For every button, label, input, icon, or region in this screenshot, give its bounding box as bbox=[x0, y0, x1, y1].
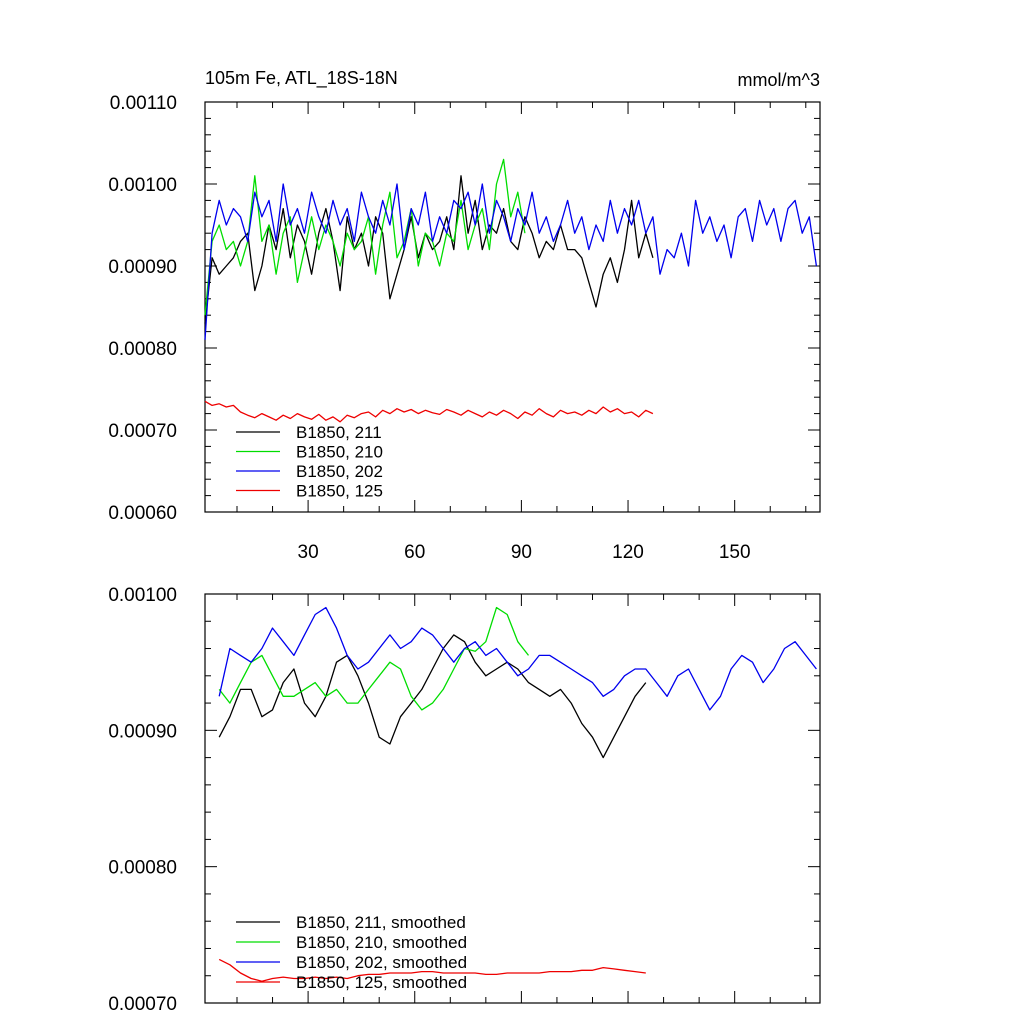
y-tick-label: 0.00070 bbox=[108, 994, 177, 1015]
series-line bbox=[204, 158, 526, 316]
legend-label: B1850, 125 bbox=[296, 482, 383, 501]
y-tick-label: 0.00080 bbox=[108, 339, 177, 360]
series-line bbox=[204, 400, 654, 423]
units-label: mmol/m^3 bbox=[738, 70, 820, 90]
y-tick-label: 0.00100 bbox=[108, 175, 177, 196]
legend-label: B1850, 210 bbox=[296, 443, 383, 462]
y-tick-label: 0.00070 bbox=[108, 421, 177, 442]
legend-label: B1850, 211 bbox=[296, 423, 382, 442]
legend-label: B1850, 202, smoothed bbox=[296, 953, 467, 972]
plot-frame bbox=[204, 593, 821, 1004]
series-line bbox=[204, 175, 654, 324]
plot-frame bbox=[204, 101, 821, 513]
y-tick-label: 0.00100 bbox=[108, 585, 177, 606]
bottom-panel: 0.00070 0.00080 0.00090 0.00100 B1850, 211, … bbox=[108, 585, 821, 1015]
legend-label: B1850, 202 bbox=[296, 462, 383, 481]
x-tick-label: 150 bbox=[719, 542, 751, 563]
chart-title: 105m Fe, ATL_18S-18N bbox=[205, 68, 398, 89]
legend-label: B1850, 211, smoothed bbox=[296, 913, 466, 932]
legend-label: B1850, 210, smoothed bbox=[296, 933, 467, 952]
x-tick-label: 90 bbox=[511, 542, 532, 563]
x-tick-label: 60 bbox=[404, 542, 425, 563]
x-tick-label: 30 bbox=[298, 542, 319, 563]
series-line bbox=[218, 606, 817, 711]
series-line bbox=[218, 634, 647, 759]
top-panel: 0.00060 0.00070 0.00080 0.00090 0.00100 0.001… bbox=[108, 93, 821, 563]
y-tick-label: 0.00080 bbox=[108, 858, 177, 879]
y-tick-label: 0.00060 bbox=[108, 503, 177, 524]
y-tick-label: 0.00090 bbox=[108, 257, 177, 278]
y-tick-label: 0.00110 bbox=[110, 93, 177, 114]
legend-label: B1850, 125, smoothed bbox=[296, 973, 467, 992]
series-line bbox=[218, 958, 646, 982]
x-tick-label: 120 bbox=[612, 542, 644, 563]
y-tick-label: 0.00090 bbox=[108, 721, 177, 742]
series-line bbox=[218, 606, 530, 711]
series-line bbox=[204, 183, 818, 340]
